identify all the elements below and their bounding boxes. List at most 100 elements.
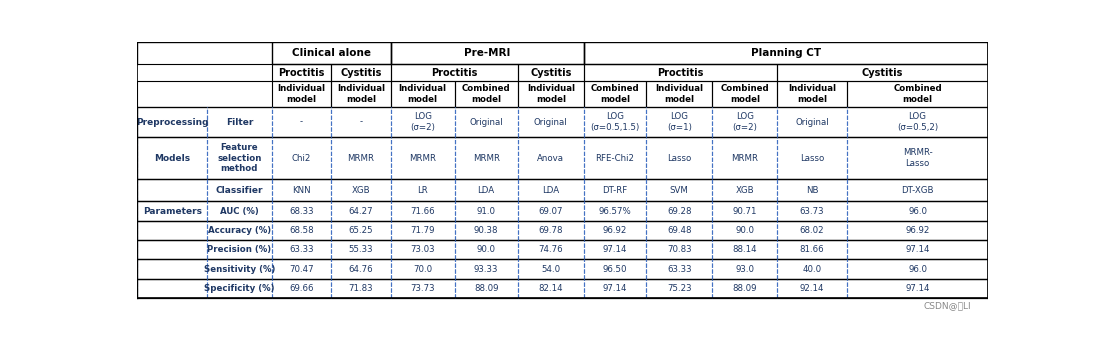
Text: 82.14: 82.14 (538, 284, 563, 293)
Text: Feature
selection
method: Feature selection method (217, 143, 261, 173)
Text: Anova: Anova (537, 153, 564, 163)
Text: Lasso: Lasso (668, 153, 692, 163)
Text: LR: LR (417, 186, 428, 195)
Text: 96.0: 96.0 (908, 206, 927, 216)
Text: 73.03: 73.03 (411, 245, 435, 254)
Text: 68.33: 68.33 (289, 206, 314, 216)
Text: Combined
model: Combined model (894, 84, 942, 104)
Text: 92.14: 92.14 (799, 284, 825, 293)
Text: 96.92: 96.92 (906, 226, 930, 235)
Text: Individual
model: Individual model (656, 84, 704, 104)
Text: MRMR: MRMR (731, 153, 759, 163)
Text: 90.38: 90.38 (474, 226, 498, 235)
Text: Classifier: Classifier (215, 186, 264, 195)
Text: 97.14: 97.14 (603, 284, 627, 293)
Text: Clinical alone: Clinical alone (292, 48, 371, 58)
Text: 71.83: 71.83 (349, 284, 373, 293)
Text: Individual
model: Individual model (527, 84, 575, 104)
Text: -: - (359, 118, 362, 126)
Text: 90.0: 90.0 (736, 226, 754, 235)
Text: CSDN@有LI: CSDN@有LI (923, 301, 972, 310)
Text: NB: NB (806, 186, 818, 195)
Text: Lasso: Lasso (800, 153, 825, 163)
Text: Cystitis: Cystitis (530, 68, 571, 78)
Bar (271, 42, 391, 64)
Text: 71.66: 71.66 (411, 206, 435, 216)
Text: 90.0: 90.0 (477, 245, 495, 254)
Text: -: - (300, 118, 303, 126)
Text: LOG
(σ=2): LOG (σ=2) (411, 112, 435, 132)
Text: Original: Original (469, 118, 503, 126)
Text: 90.71: 90.71 (732, 206, 758, 216)
Text: LOG
(σ=2): LOG (σ=2) (732, 112, 758, 132)
Text: DT-RF: DT-RF (603, 186, 628, 195)
Text: 96.92: 96.92 (603, 226, 627, 235)
Text: Accuracy (%): Accuracy (%) (208, 226, 271, 235)
Text: 74.76: 74.76 (538, 245, 563, 254)
Text: 96.50: 96.50 (603, 265, 627, 273)
Text: MRMR: MRMR (410, 153, 436, 163)
Text: LOG
(σ=0.5,1.5): LOG (σ=0.5,1.5) (591, 112, 640, 132)
Text: 55.33: 55.33 (349, 245, 373, 254)
Text: 96.57%: 96.57% (598, 206, 631, 216)
Text: RFE-Chi2: RFE-Chi2 (595, 153, 635, 163)
Text: 91.0: 91.0 (477, 206, 495, 216)
Text: 69.07: 69.07 (538, 206, 563, 216)
Text: 73.73: 73.73 (411, 284, 435, 293)
Text: Proctitis: Proctitis (432, 68, 478, 78)
Text: Combined
model: Combined model (720, 84, 769, 104)
Text: 69.28: 69.28 (668, 206, 692, 216)
Text: KNN: KNN (292, 186, 311, 195)
Text: Combined
model: Combined model (591, 84, 639, 104)
Text: Proctitis: Proctitis (658, 68, 704, 78)
Text: Planning CT: Planning CT (751, 48, 821, 58)
Text: 75.23: 75.23 (666, 284, 692, 293)
Text: 97.14: 97.14 (603, 245, 627, 254)
Text: 68.58: 68.58 (289, 226, 314, 235)
Text: Models: Models (154, 153, 190, 163)
Text: Pre-MRI: Pre-MRI (464, 48, 511, 58)
Text: MRMR: MRMR (348, 153, 374, 163)
Text: Preprocessing: Preprocessing (136, 118, 209, 126)
Bar (391, 42, 584, 64)
Text: Original: Original (795, 118, 829, 126)
Text: 71.79: 71.79 (411, 226, 435, 235)
Text: Precision (%): Precision (%) (208, 245, 271, 254)
Text: Cystitis: Cystitis (340, 68, 382, 78)
Text: 70.83: 70.83 (666, 245, 692, 254)
Text: Sensitivity (%): Sensitivity (%) (203, 265, 276, 273)
Text: Cystitis: Cystitis (862, 68, 904, 78)
Text: 69.66: 69.66 (289, 284, 314, 293)
Text: 88.09: 88.09 (474, 284, 498, 293)
Text: 63.33: 63.33 (666, 265, 692, 273)
Text: Parameters: Parameters (143, 206, 202, 216)
Text: Filter: Filter (226, 118, 253, 126)
Text: 81.66: 81.66 (799, 245, 825, 254)
Text: Individual
model: Individual model (788, 84, 836, 104)
Text: 70.0: 70.0 (413, 265, 433, 273)
Text: LDA: LDA (542, 186, 559, 195)
Text: Individual
model: Individual model (399, 84, 447, 104)
Text: 69.78: 69.78 (538, 226, 563, 235)
Text: 88.14: 88.14 (732, 245, 758, 254)
Text: XGB: XGB (736, 186, 754, 195)
Text: 97.14: 97.14 (906, 284, 930, 293)
Text: Individual
model: Individual model (337, 84, 385, 104)
Text: 70.47: 70.47 (289, 265, 314, 273)
Text: XGB: XGB (351, 186, 370, 195)
Text: Individual
model: Individual model (278, 84, 325, 104)
Text: 65.25: 65.25 (349, 226, 373, 235)
Text: 64.27: 64.27 (349, 206, 373, 216)
Text: Specificity (%): Specificity (%) (204, 284, 274, 293)
Text: DT-XGB: DT-XGB (901, 186, 933, 195)
Text: 97.14: 97.14 (906, 245, 930, 254)
Text: LDA: LDA (478, 186, 495, 195)
Text: 68.02: 68.02 (799, 226, 825, 235)
Bar (584, 42, 988, 64)
Text: 88.09: 88.09 (732, 284, 758, 293)
Text: 96.0: 96.0 (908, 265, 927, 273)
Text: 69.48: 69.48 (668, 226, 692, 235)
Text: MRMR-
Lasso: MRMR- Lasso (903, 148, 932, 168)
Text: 63.33: 63.33 (289, 245, 314, 254)
Text: LOG
(σ=0.5,2): LOG (σ=0.5,2) (897, 112, 938, 132)
